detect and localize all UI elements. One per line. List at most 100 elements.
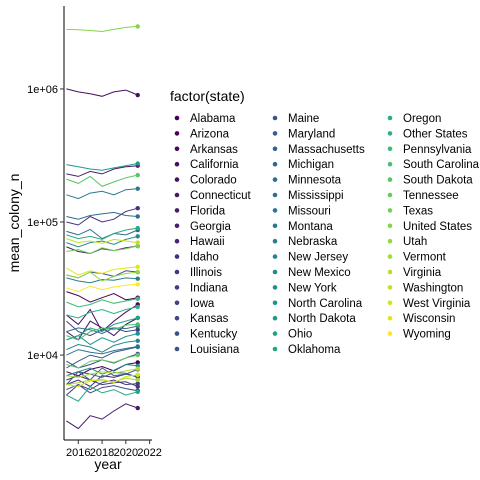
legend-key [174,254,180,259]
legend-label: Connecticut [190,190,252,202]
legend-label: New York [288,282,337,294]
x-tick-label: 2018 [90,447,114,459]
legend-label: Maine [288,113,319,125]
series-line [66,25,138,33]
legend-label: Kansas [190,313,229,325]
series-end-point [135,243,140,249]
legend-key [174,177,180,182]
series-end-point [135,304,140,310]
legend-label: Oklahoma [288,344,341,356]
legend: Alabama Arizona Arkansas California Colorado… [174,113,480,356]
series-line [66,320,138,337]
y-tick-label: 1e+04 [27,350,58,362]
series-end-point [135,214,140,219]
series-line [66,325,138,335]
series-end-point [135,276,140,281]
legend-key [272,146,278,152]
legend-label: Oregon [403,113,441,125]
series-line [66,245,138,255]
series-line [66,354,138,369]
legend-label: Other States [403,128,468,140]
x-tick-label: 2020 [114,447,138,459]
x-axis-ticks: 2016 2018 2020 2022 [66,440,162,459]
legend-key [174,208,180,213]
series-line [66,165,138,177]
legend-label: South Carolina [403,159,480,171]
x-axis-label: year [94,456,122,472]
legend-label: Vermont [403,252,447,264]
legend-label: Louisiana [190,344,240,356]
legend-key [387,238,393,244]
series-end-point [135,186,140,191]
series-end-point [135,372,140,378]
series-end-point [135,389,140,394]
legend-label: Pennsylvania [403,144,472,156]
series-line [66,298,138,308]
legend-label: Arizona [190,128,230,140]
series-end-point [135,331,140,336]
series-line [66,211,138,220]
legend-label: New Jersey [288,252,348,264]
legend-key [387,285,393,290]
legend-label: Missouri [288,205,331,217]
series-end-point [135,282,140,287]
legend-label: Wisconsin [403,313,455,325]
series-line [66,346,138,356]
series-line [66,235,138,248]
legend-key [272,131,278,136]
legend-label: Wyoming [403,329,451,341]
legend-key [272,223,278,229]
y-axis-label: mean_colony_n [6,174,22,273]
series-line [66,291,138,303]
legend-label: North Dakota [288,313,356,325]
legend-label: California [190,159,239,171]
legend-key [272,269,278,275]
legend-key [272,346,278,352]
legend-key [174,161,180,167]
legend-label: Massachusetts [288,144,365,156]
legend-key [272,192,278,198]
legend-title: factor(state) [170,88,245,104]
series-line [66,174,138,187]
series-line [66,283,138,293]
series-end-point [135,322,140,327]
legend-label: Alabama [190,113,236,125]
series-end-point [135,338,140,344]
series-line [66,266,138,276]
legend-label: Indiana [190,282,228,294]
legend-key [272,161,278,167]
y-axis-ticks: 1e+04 1e+05 1e+06 [27,84,64,362]
legend-label: Ohio [288,329,312,341]
legend-label: West Virginia [403,298,471,310]
series-end-point [135,381,140,386]
legend-key [387,223,393,229]
series-end-point [135,377,140,383]
legend-key [387,192,393,198]
series-end-point [135,366,140,371]
series-end-point [135,344,140,349]
series-line [66,384,138,394]
legend-key [174,331,180,336]
series-end-point [135,296,140,301]
series-end-point [135,240,140,245]
series-line [66,385,138,402]
series-line [66,88,138,97]
legend-key [272,115,278,121]
legend-key [272,238,278,244]
legend-key [387,300,393,306]
legend-key [387,146,393,152]
legend-label: Hawaii [190,236,225,248]
legend-label: North Carolina [288,298,363,310]
legend-key [272,208,278,213]
legend-key [272,300,278,306]
legend-label: Nebraska [288,236,338,248]
series-end-point [135,405,140,411]
legend-key [272,177,278,182]
legend-label: South Dakota [403,175,473,187]
series-line [66,228,138,240]
series-end-points [135,24,140,411]
series-end-point [135,161,140,166]
legend-key [387,254,393,259]
legend-label: Minnesota [288,175,342,187]
